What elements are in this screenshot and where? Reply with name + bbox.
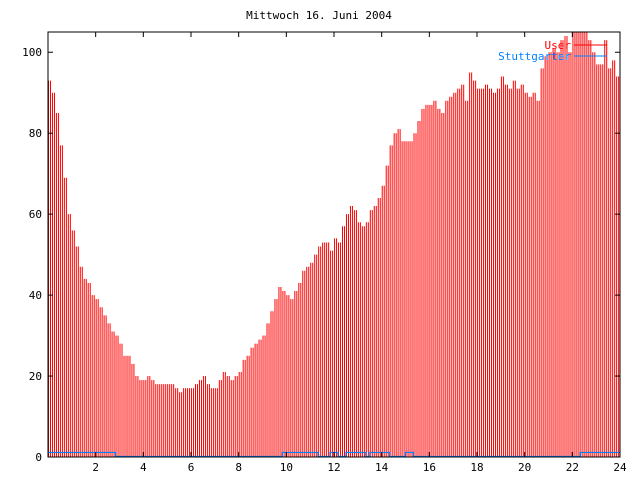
y-tick-label: 60: [29, 208, 42, 221]
legend-label: Stuttgarter: [498, 50, 571, 63]
x-tick-label: 20: [518, 461, 531, 474]
chart-title: Mittwoch 16. Juni 2004: [246, 9, 392, 22]
x-tick-label: 22: [566, 461, 579, 474]
y-tick-label: 0: [35, 451, 42, 464]
x-tick-label: 14: [375, 461, 389, 474]
y-tick-label: 80: [29, 127, 42, 140]
y-tick-label: 20: [29, 370, 42, 383]
x-tick-label: 24: [613, 461, 627, 474]
x-tick-label: 4: [140, 461, 147, 474]
user-bars: [48, 32, 620, 457]
x-tick-label: 18: [470, 461, 483, 474]
legend-label: User: [545, 39, 572, 52]
x-tick-label: 2: [92, 461, 99, 474]
y-tick-label: 100: [22, 46, 42, 59]
x-tick-label: 6: [188, 461, 195, 474]
y-tick-label: 40: [29, 289, 42, 302]
x-tick-label: 8: [235, 461, 242, 474]
x-tick-label: 12: [327, 461, 340, 474]
x-tick-label: 16: [423, 461, 436, 474]
x-tick-label: 10: [280, 461, 293, 474]
